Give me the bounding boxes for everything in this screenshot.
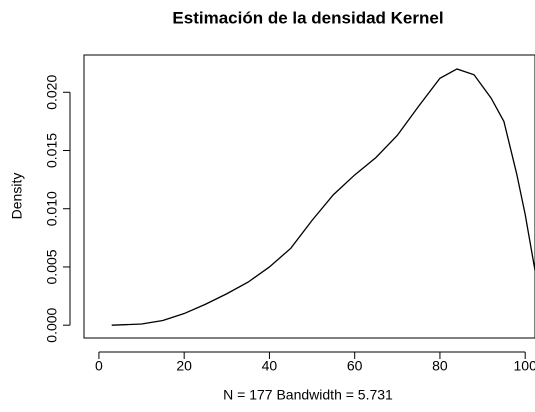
y-tick-label: 0.000 — [44, 307, 60, 342]
x-tick-label: 20 — [176, 358, 192, 374]
y-tick-label: 0.015 — [44, 133, 60, 168]
x-tick-label: 100 — [514, 358, 535, 374]
chart-title: Estimación de la densidad Kernel — [172, 8, 443, 27]
x-tick-label: 0 — [95, 358, 103, 374]
x-axis-label: N = 177 Bandwidth = 5.731 — [223, 387, 393, 403]
x-tick-label: 40 — [262, 358, 278, 374]
y-tick-label: 0.020 — [44, 75, 60, 110]
x-tick-label: 80 — [432, 358, 448, 374]
y-tick-label: 0.005 — [44, 249, 60, 284]
x-tick-label: 60 — [347, 358, 363, 374]
plot-frame — [83, 54, 535, 339]
y-axis-label: Density — [9, 173, 25, 220]
y-tick-label: 0.010 — [44, 191, 60, 226]
density-line — [111, 68, 535, 326]
